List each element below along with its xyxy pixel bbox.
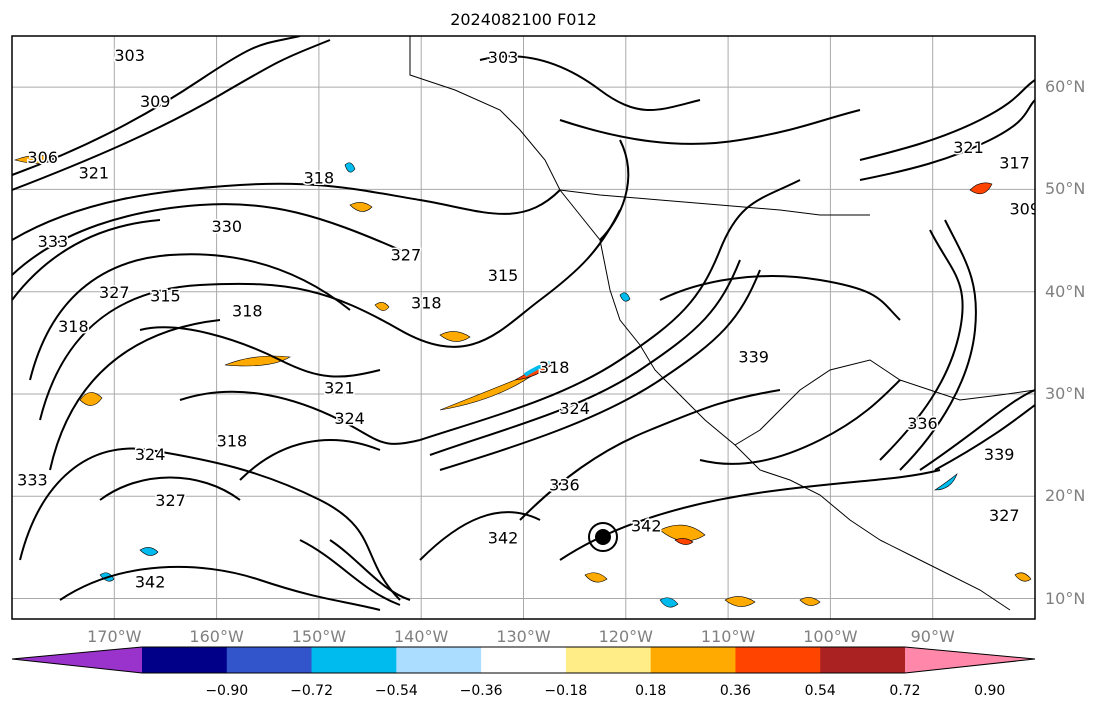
latitude-label: 10°N [1045, 588, 1086, 608]
weather-map: 303 303 309 306 321 318 330 333 327 315 318 315 318 3… [11, 35, 1040, 620]
colorbar-segment [142, 647, 228, 673]
colorbar [11, 646, 1036, 674]
contour-label: 303 [114, 46, 145, 65]
contour-label: 333 [38, 232, 69, 251]
colorbar-segment [311, 647, 397, 673]
contour-label: 321 [953, 138, 984, 157]
longitude-label: 130°W [496, 627, 551, 646]
colorbar-segment [820, 647, 906, 673]
contour-label: 309 [140, 92, 171, 111]
contour-label: 321 [324, 378, 355, 397]
contour-label: 342 [135, 573, 166, 592]
colorbar-tick-label: 0.72 [889, 683, 921, 699]
contour-label: 336 [907, 414, 938, 433]
longitude-label: 120°W [598, 627, 653, 646]
shaded-field [14, 155, 1032, 608]
contour-label: 324 [334, 409, 365, 428]
contour-label: 342 [488, 529, 519, 548]
contour-label: 327 [155, 491, 186, 510]
latitude-label: 20°N [1045, 486, 1086, 506]
colorbar-segment [481, 647, 567, 673]
contour-label: 315 [150, 286, 181, 305]
colorbar-extend-max [905, 647, 1035, 673]
contour-label: 324 [135, 445, 166, 464]
longitude-label: 160°W [189, 627, 244, 646]
longitude-label: 170°W [87, 627, 142, 646]
contour-label: 333 [17, 470, 48, 489]
contour-label: 339 [738, 348, 769, 367]
contour-label: 318 [58, 317, 89, 336]
longitude-label: 90°W [910, 627, 955, 646]
map-frame [11, 35, 1036, 620]
contour-label: 318 [539, 358, 570, 377]
map-title: 2024082100 F012 [450, 10, 597, 29]
contour-label: 315 [488, 266, 519, 285]
colorbar-segment [565, 647, 652, 673]
colorbar-tick-label: −0.18 [544, 683, 588, 699]
colorbar-extend-min [12, 647, 142, 673]
contour-label: 318 [411, 293, 442, 312]
contour-label: 306 [27, 148, 58, 167]
contour-label: 321 [79, 164, 110, 183]
contour-label: 303 [488, 48, 519, 67]
colorbar-tick-label: −0.72 [290, 683, 333, 699]
colorbar-tick-label: −0.54 [374, 683, 418, 699]
longitude-label: 150°W [291, 627, 347, 646]
contour-label: 336 [549, 476, 580, 495]
latitude-label: 60°N [1045, 77, 1086, 97]
contour-label: 327 [99, 283, 130, 302]
contour-label: 318 [304, 169, 335, 188]
coastlines [409, 36, 1035, 611]
contour-label: 327 [391, 245, 422, 264]
contour-label: 309 [1009, 199, 1040, 218]
colorbar-tick-label: 0.18 [635, 683, 667, 699]
longitude-label: 140°W [394, 627, 449, 646]
colorbar-segment [396, 647, 482, 673]
colorbar-segment [226, 647, 313, 673]
contour-label: 317 [999, 153, 1030, 172]
colorbar-tick-label: 0.54 [804, 683, 836, 699]
latitude-label: 30°N [1045, 383, 1086, 403]
colorbar-segment [735, 647, 821, 673]
colorbar-tick-label: 0.36 [719, 683, 752, 699]
colorbar-outline [11, 646, 1036, 674]
contour-label: 318 [217, 432, 248, 451]
contour-label: 342 [631, 516, 662, 535]
latitude-label: 50°N [1045, 179, 1086, 199]
contour-label: 324 [559, 399, 590, 418]
contour-label: 339 [984, 445, 1015, 464]
contour-labels: 303 303 309 306 321 318 330 333 327 315 318 315 318 3… [16, 44, 1040, 593]
contour-label: 318 [232, 302, 263, 321]
colorbar-tick-label: −0.36 [459, 683, 503, 699]
colorbar-segment [650, 647, 736, 673]
longitude-label: 100°W [803, 627, 858, 646]
longitude-label: 110°W [700, 627, 756, 646]
closed-low-marker [588, 522, 618, 552]
latitude-label: 40°N [1045, 281, 1086, 301]
height-contours [12, 36, 1035, 611]
contour-label: 330 [212, 217, 243, 236]
contour-label: 327 [989, 506, 1020, 525]
colorbar-tick-label: 0.90 [974, 683, 1006, 699]
colorbar-tick-label: −0.90 [205, 683, 249, 699]
